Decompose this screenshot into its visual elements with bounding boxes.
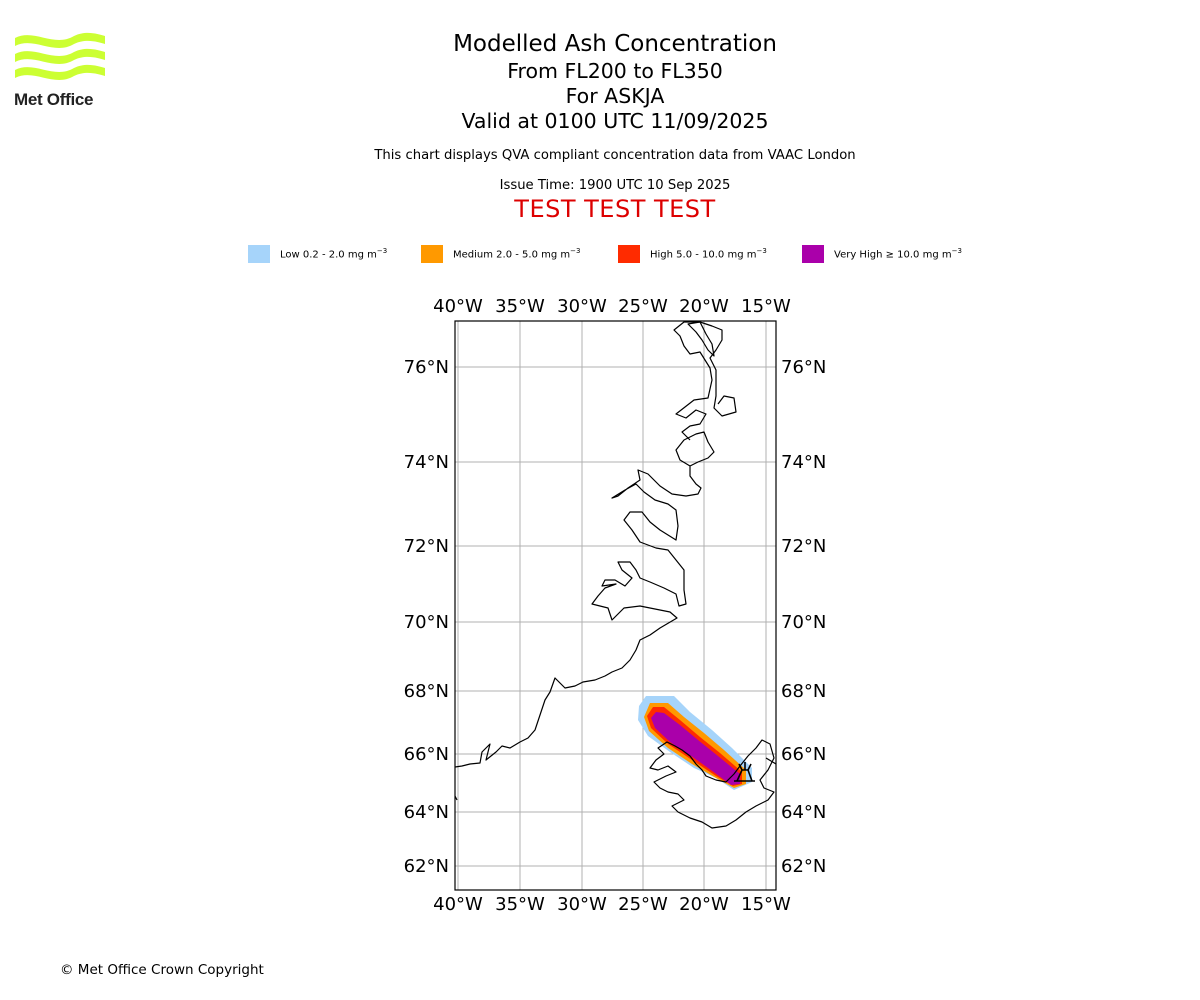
lat-tick-left: 76°N xyxy=(404,357,449,378)
coastlines xyxy=(455,321,776,829)
legend-label-low: Low 0.2 - 2.0 mg m−3 xyxy=(280,247,388,261)
map-background xyxy=(455,321,776,890)
lat-ticks-left: 76°N 74°N 72°N 70°N 68°N 66°N 64°N 62°N xyxy=(404,357,449,877)
met-office-logo: Met Office xyxy=(14,30,110,114)
lat-tick-left: 64°N xyxy=(404,802,449,823)
lat-tick-right: 74°N xyxy=(781,452,826,473)
coast-east-edge xyxy=(765,757,776,765)
lat-tick-left: 70°N xyxy=(404,612,449,633)
chart-title: Modelled Ash Concentration xyxy=(453,31,777,57)
lat-ticks-right: 76°N 74°N 72°N 70°N 68°N 66°N 64°N 62°N xyxy=(781,357,826,877)
test-banner: TEST TEST TEST xyxy=(514,195,716,223)
lon-tick-bottom: 15°W xyxy=(741,894,791,915)
lat-tick-left: 68°N xyxy=(404,681,449,702)
met-office-waves-icon xyxy=(15,32,105,80)
lon-tick-bottom: 40°W xyxy=(433,894,483,915)
lon-tick-top: 35°W xyxy=(495,296,545,317)
coast-greenland-east xyxy=(455,431,715,768)
lon-tick-top: 20°W xyxy=(679,296,729,317)
legend-label-high: High 5.0 - 10.0 mg m−3 xyxy=(650,247,767,261)
lat-tick-right: 68°N xyxy=(781,681,826,702)
volcano-symbol-icon xyxy=(734,762,755,782)
graticule xyxy=(455,321,776,890)
lat-tick-left: 74°N xyxy=(404,452,449,473)
legend-label-medium: Medium 2.0 - 5.0 mg m−3 xyxy=(453,247,581,261)
title-block: Modelled Ash Concentration From FL200 to… xyxy=(230,30,1000,223)
legend-item-high: High 5.0 - 10.0 mg m−3 xyxy=(618,244,767,264)
lat-tick-right: 72°N xyxy=(781,536,826,557)
lat-tick-left: 62°N xyxy=(404,856,449,877)
lon-tick-bottom: 35°W xyxy=(495,894,545,915)
lat-tick-right: 76°N xyxy=(781,357,826,378)
volcano-name: For ASKJA xyxy=(565,84,665,108)
lat-tick-left: 72°N xyxy=(404,536,449,557)
lon-tick-top: 40°W xyxy=(433,296,483,317)
lon-tick-bottom: 20°W xyxy=(679,894,729,915)
legend-swatch-high xyxy=(618,245,640,263)
lon-tick-top: 30°W xyxy=(557,296,607,317)
coast-iceland xyxy=(649,739,775,829)
map-frame xyxy=(454,320,777,891)
lon-tick-top: 25°W xyxy=(618,296,668,317)
coast-greenland-island xyxy=(687,321,715,357)
valid-time: Valid at 0100 UTC 11/09/2025 xyxy=(461,109,769,133)
lon-tick-bottom: 25°W xyxy=(618,894,668,915)
lat-tick-right: 64°N xyxy=(781,802,826,823)
legend-swatch-low xyxy=(248,245,270,263)
legend-swatch-very-high xyxy=(802,245,824,263)
flight-level-range: From FL200 to FL350 xyxy=(507,59,723,83)
legend-item-very-high: Very High ≥ 10.0 mg m−3 xyxy=(802,244,962,264)
plume-very-high xyxy=(651,712,740,785)
ash-plume xyxy=(638,696,752,790)
legend-item-medium: Medium 2.0 - 5.0 mg m−3 xyxy=(421,244,580,264)
lat-tick-right: 62°N xyxy=(781,856,826,877)
issue-time: Issue Time: 1900 UTC 10 Sep 2025 xyxy=(499,178,731,193)
legend-label-very-high: Very High ≥ 10.0 mg m−3 xyxy=(834,247,962,261)
lon-ticks-bottom: 40°W 35°W 30°W 25°W 20°W 15°W xyxy=(433,894,791,915)
lat-tick-right: 70°N xyxy=(781,612,826,633)
copyright-notice: © Met Office Crown Copyright xyxy=(60,962,264,978)
lon-tick-bottom: 30°W xyxy=(557,894,607,915)
legend: Low 0.2 - 2.0 mg m−3 Medium 2.0 - 5.0 mg… xyxy=(0,244,1200,266)
lon-ticks-top: 40°W 35°W 30°W 25°W 20°W 15°W xyxy=(433,296,791,317)
coast-greenland-ne xyxy=(673,321,737,441)
legend-swatch-medium xyxy=(421,245,443,263)
lat-tick-right: 66°N xyxy=(781,744,826,765)
logo-text: Met Office xyxy=(14,90,94,109)
lat-tick-left: 66°N xyxy=(404,744,449,765)
lon-tick-top: 15°W xyxy=(741,296,791,317)
legend-item-low: Low 0.2 - 2.0 mg m−3 xyxy=(248,244,387,264)
compliance-note: This chart displays QVA compliant concen… xyxy=(374,148,856,163)
